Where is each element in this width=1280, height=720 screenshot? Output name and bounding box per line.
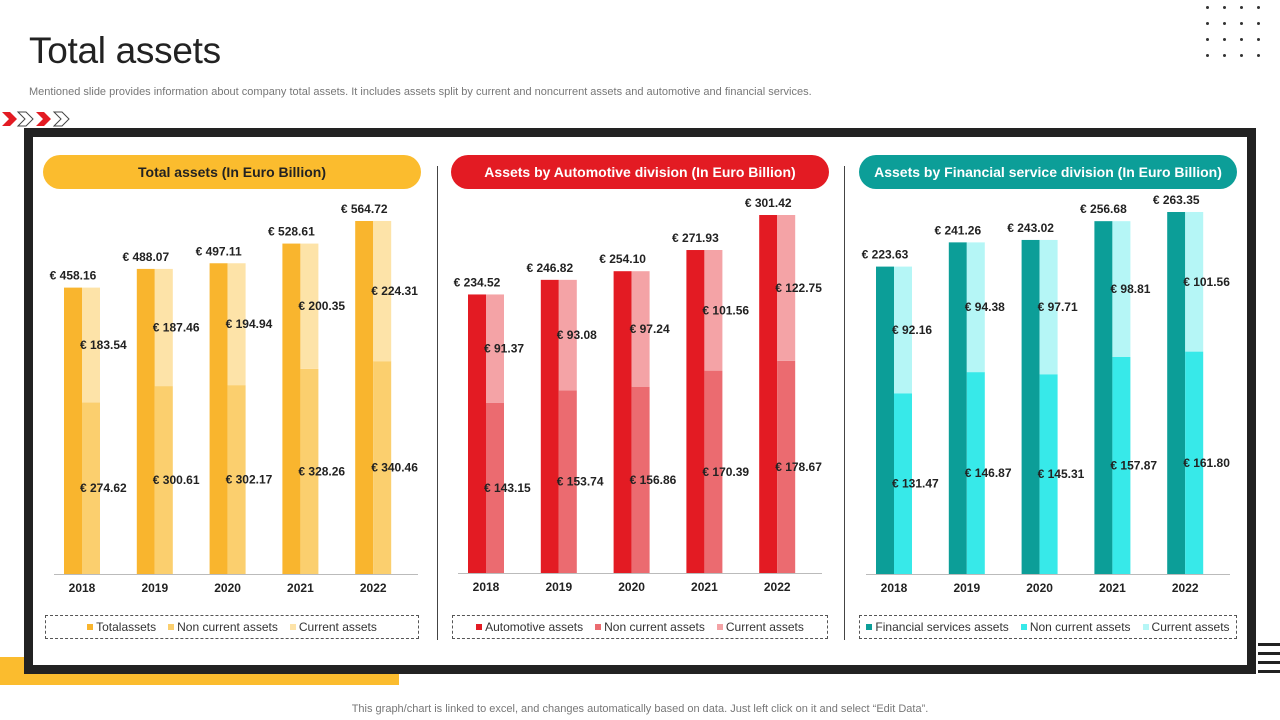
legend-label: Non current assets: [177, 620, 278, 634]
chart-frame: [24, 128, 1256, 674]
legend-label: Current assets: [1151, 620, 1230, 634]
legend-item: Non current assets: [1020, 620, 1131, 634]
chevrons-decoration-icon: [2, 111, 70, 127]
legend-item: Financial services assets: [866, 620, 1009, 634]
legend-label: Totalassets: [96, 620, 157, 634]
menu-icon: [1258, 642, 1280, 676]
dots-decoration-icon: [1206, 6, 1266, 62]
legend-automotive: Automotive assets Non current assets Cur…: [452, 615, 828, 639]
legend-swatch: [1020, 624, 1027, 630]
legend-item: Current assets: [1142, 620, 1230, 634]
legend-swatch: [716, 624, 723, 630]
legend-label: Non current assets: [604, 620, 705, 634]
legend-swatch: [289, 624, 296, 630]
legend-item: Current assets: [289, 620, 377, 634]
legend-financial: Financial services assets Non current as…: [859, 615, 1237, 639]
legend-swatch: [595, 624, 602, 630]
legend-swatch: [866, 624, 873, 630]
legend-label: Non current assets: [1029, 620, 1131, 634]
page-subtitle: Mentioned slide provides information abo…: [29, 86, 812, 98]
panel-title-financial: Assets by Financial service division (In…: [859, 155, 1237, 189]
page-title: Total assets: [29, 30, 221, 71]
legend-item: Automotive assets: [476, 620, 583, 634]
legend-label: Financial services assets: [875, 620, 1009, 634]
legend-swatch: [87, 624, 94, 630]
legend-item: Current assets: [716, 620, 804, 634]
legend-swatch: [168, 624, 175, 630]
panel-title-automotive: Assets by Automotive division (In Euro B…: [451, 155, 829, 189]
panel-divider: [437, 166, 438, 640]
legend-item: Non current assets: [595, 620, 705, 634]
legend-total: Totalassets Non current assets Current a…: [45, 615, 419, 639]
panel-title-total: Total assets (In Euro Billion): [43, 155, 421, 189]
legend-label: Current assets: [725, 620, 804, 634]
legend-swatch: [1142, 624, 1149, 630]
legend-item: Non current assets: [168, 620, 278, 634]
legend-item: Totalassets: [87, 620, 156, 634]
panel-divider: [844, 166, 845, 640]
legend-label: Current assets: [298, 620, 377, 634]
legend-label: Automotive assets: [485, 620, 584, 634]
legend-swatch: [476, 624, 483, 630]
footer-note: This graph/chart is linked to excel, and…: [351, 703, 929, 715]
